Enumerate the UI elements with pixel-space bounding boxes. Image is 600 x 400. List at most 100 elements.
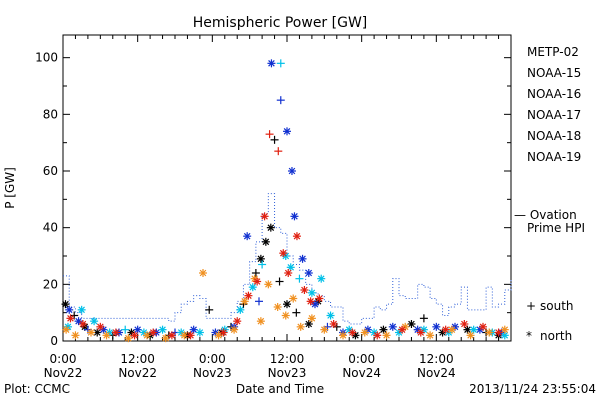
data-point — [432, 322, 441, 331]
data-point — [416, 328, 425, 337]
data-point — [260, 212, 269, 221]
legend: METP-02 NOAA-15 NOAA-16 NOAA-17 NOAA-18 NOAA-… — [514, 45, 585, 343]
data-point — [65, 305, 74, 314]
legend-item: METP-02 — [527, 45, 579, 59]
data-point — [74, 317, 83, 326]
marker-legend-symbol: + — [526, 299, 536, 313]
data-point — [61, 300, 70, 309]
data-point — [143, 331, 151, 340]
y-axis-label: P [GW] — [3, 167, 17, 209]
data-point — [273, 303, 282, 311]
data-point — [270, 135, 279, 144]
data-point — [248, 283, 257, 292]
data-point — [66, 314, 75, 323]
satellite-points — [61, 59, 509, 343]
y-tick-label: 100 — [35, 51, 58, 65]
data-point — [195, 328, 204, 337]
data-point — [274, 147, 283, 156]
x-tick-time: 12:00 — [270, 352, 305, 366]
plot-credit: Plot: CCMC — [4, 382, 70, 396]
x-tick-date: Nov24 — [342, 366, 381, 380]
data-point — [111, 328, 120, 337]
data-point — [279, 249, 288, 258]
data-point — [281, 311, 290, 320]
data-point — [167, 331, 176, 340]
data-point — [317, 274, 326, 283]
data-point — [243, 232, 252, 241]
data-point — [287, 167, 296, 175]
y-tick-label: 20 — [43, 277, 58, 291]
data-point — [275, 277, 284, 286]
y-tick-label: 40 — [43, 221, 58, 235]
marker-legend-symbol: * — [526, 329, 532, 343]
x-tick-date: Nov23 — [193, 366, 232, 380]
data-point — [307, 314, 316, 323]
data-point — [298, 254, 307, 263]
data-point — [189, 325, 198, 334]
data-point — [133, 325, 142, 334]
data-point — [265, 130, 274, 139]
data-point — [300, 286, 309, 294]
data-point — [466, 331, 475, 340]
data-point — [230, 325, 239, 334]
data-point — [329, 320, 338, 328]
chart-title: Hemispheric Power [GW] — [193, 15, 368, 31]
data-point — [219, 328, 228, 337]
marker-legend-label: north — [540, 329, 572, 343]
data-point — [124, 334, 133, 343]
data-point — [161, 334, 170, 343]
data-point — [62, 325, 71, 334]
data-point — [244, 291, 253, 300]
x-tick-date: Nov22 — [118, 366, 157, 380]
marker-legend-label: south — [540, 299, 574, 313]
legend-item: NOAA-17 — [527, 108, 581, 122]
data-point — [256, 254, 265, 263]
data-point — [292, 308, 301, 317]
x-tick-time: 12:00 — [419, 352, 454, 366]
x-tick-time: 0:00 — [348, 352, 375, 366]
ovation-legend-line1: — Ovation — [514, 208, 577, 222]
y-tick-label: 0 — [50, 334, 58, 348]
data-point — [261, 237, 270, 246]
data-point — [290, 212, 299, 221]
x-tick-time: 0:00 — [50, 352, 77, 366]
data-point — [306, 297, 315, 306]
data-point — [199, 269, 207, 277]
plot-timestamp: 2013/11/24 23:55:04 — [469, 382, 596, 396]
data-point — [479, 322, 487, 331]
data-point — [283, 300, 291, 309]
data-point — [485, 328, 494, 337]
plot-frame — [62, 34, 512, 342]
data-point — [264, 280, 273, 289]
data-point — [320, 325, 329, 334]
data-point — [102, 331, 111, 340]
data-point — [77, 305, 86, 314]
data-point — [407, 320, 416, 328]
x-tick-date: Nov24 — [417, 366, 456, 380]
data-point — [379, 325, 388, 334]
y-tick-label: 60 — [43, 164, 58, 178]
data-point — [295, 274, 304, 283]
data-point — [398, 325, 407, 334]
data-point — [149, 328, 158, 337]
y-tick-label: 80 — [43, 107, 58, 121]
data-point — [158, 325, 167, 334]
data-point — [296, 322, 305, 331]
data-point — [276, 59, 285, 68]
data-point — [240, 297, 249, 306]
data-point — [292, 232, 301, 241]
data-point — [426, 331, 435, 340]
data-point — [441, 325, 450, 334]
x-axis-label: Date and Time — [236, 382, 324, 396]
y-axis: 0 20 40 60 80 100 — [35, 51, 511, 348]
data-point — [96, 322, 105, 331]
data-point — [130, 331, 139, 340]
data-point — [315, 294, 324, 303]
x-tick-date: Nov23 — [268, 366, 307, 380]
data-point — [253, 277, 262, 286]
data-point — [258, 260, 267, 269]
legend-item: NOAA-19 — [527, 150, 581, 164]
data-point — [186, 331, 195, 340]
data-point — [304, 320, 313, 328]
